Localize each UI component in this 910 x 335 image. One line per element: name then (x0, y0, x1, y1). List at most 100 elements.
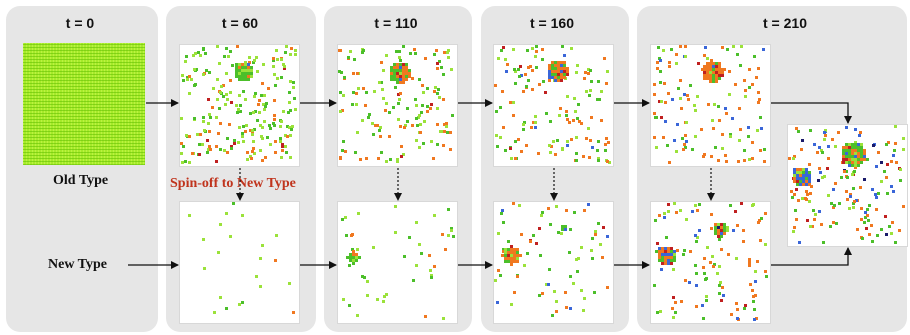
cell-dot (758, 219, 761, 222)
cell-dot (208, 130, 211, 133)
cell-dot (246, 151, 249, 154)
cell-dot (656, 67, 659, 70)
cell-dot (510, 157, 513, 160)
cell-dot (563, 67, 566, 70)
cell-dot (354, 151, 357, 154)
cell-dot (378, 81, 381, 84)
cell-dot (570, 138, 573, 141)
cell-dot (566, 140, 569, 143)
cell-dot (531, 69, 534, 72)
cell-dot (834, 145, 837, 148)
cell-dot (259, 285, 262, 288)
cell-dot (423, 120, 426, 123)
cell-dot (251, 131, 254, 134)
cell-dot (845, 152, 848, 155)
cell-dot (606, 70, 609, 73)
cell-dot (721, 147, 724, 150)
cell-dot (355, 92, 358, 95)
cell-dot (822, 241, 825, 244)
cell-dot (549, 223, 552, 226)
cell-dot (398, 50, 401, 53)
cell-dot (258, 99, 261, 102)
cell-dot (380, 61, 383, 64)
cell-dot (790, 190, 793, 193)
cell-dot (507, 251, 510, 254)
cell-dot (182, 145, 185, 148)
cell-dot (225, 47, 228, 50)
cell-dot (502, 250, 505, 253)
cell-dot (685, 121, 688, 124)
cell-dot (545, 283, 548, 286)
cell-dot (428, 254, 431, 257)
cell-dot (658, 214, 661, 217)
cell-dot (886, 163, 889, 166)
cell-dot (414, 98, 417, 101)
cell-dot (902, 137, 905, 140)
cell-dot (568, 251, 571, 254)
cell-dot (607, 141, 610, 144)
cell-dot (569, 228, 572, 231)
cell-dot (744, 304, 747, 307)
cell-dot (702, 317, 705, 320)
cell-dot (230, 101, 233, 104)
cell-dot (606, 235, 609, 238)
cell-dot (712, 62, 715, 65)
cell-dot (751, 289, 754, 292)
cell-dot (246, 158, 249, 161)
cell-dot (679, 97, 682, 100)
cell-dot (808, 177, 811, 180)
cell-dot (433, 90, 436, 93)
cell-dot (504, 260, 507, 263)
cell-dot (667, 210, 670, 213)
cell-dot (842, 146, 845, 149)
cell-dot (602, 226, 605, 229)
cell-dot (658, 250, 661, 253)
cell-dot (759, 149, 762, 152)
cell-dot (866, 214, 869, 217)
cell-dot (353, 58, 356, 61)
cell-dot (429, 269, 432, 272)
cell-dot (359, 158, 362, 161)
cell-dot (245, 124, 248, 127)
cell-dot (868, 233, 871, 236)
cell-dot (495, 134, 498, 137)
cell-dot (727, 253, 730, 256)
cell-dot (712, 77, 715, 80)
cell-dot (292, 311, 295, 314)
cell-dot (504, 254, 507, 257)
cell-dot (591, 146, 594, 149)
cell-dot (219, 223, 222, 226)
cell-dot (758, 98, 761, 101)
cell-dot (589, 139, 592, 142)
cell-dot (399, 63, 402, 66)
cell-dot (796, 171, 799, 174)
cell-dot (217, 251, 220, 254)
cell-dot (513, 68, 516, 71)
cell-dot (578, 120, 581, 123)
cell-dot (703, 153, 706, 156)
cell-dot (570, 47, 573, 50)
cell-dot (422, 91, 425, 94)
cell-dot (718, 292, 721, 295)
cell-dot (548, 144, 551, 147)
cell-dot (560, 73, 563, 76)
cell-dot (399, 125, 402, 128)
cell-dot (259, 149, 262, 152)
cell-dot (231, 64, 234, 67)
cell-dot (251, 150, 254, 153)
cell-dot (229, 91, 232, 94)
cell-dot (723, 68, 726, 71)
cell-dot (580, 122, 583, 125)
cell-dot (714, 229, 717, 232)
cell-dot (713, 263, 716, 266)
cell-dot (664, 262, 667, 265)
cell-dot (409, 52, 412, 55)
cell-dot (888, 225, 891, 228)
grid-old-t210 (651, 45, 770, 166)
cell-dot (875, 165, 878, 168)
cell-dot (597, 222, 600, 225)
cell-dot (695, 240, 698, 243)
cell-dot (658, 259, 661, 262)
cell-dot (344, 216, 347, 219)
cell-dot (823, 131, 826, 134)
